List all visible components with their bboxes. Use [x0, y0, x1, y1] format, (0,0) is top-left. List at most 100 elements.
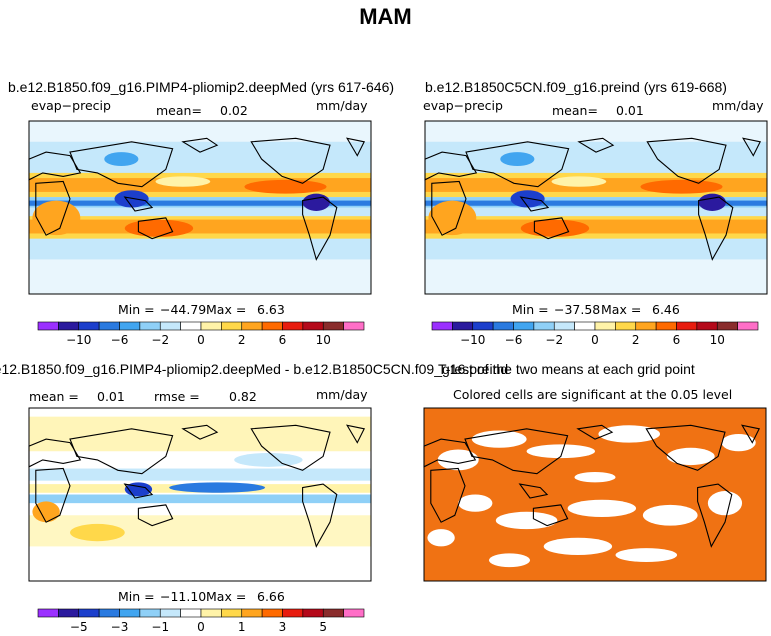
field-cell: [234, 452, 303, 467]
colorbar-swatch: [159, 321, 181, 331]
field-band: [29, 416, 371, 452]
field-cell: [510, 190, 545, 208]
field-band: [29, 200, 371, 206]
panel2-min-value: −37.58: [554, 302, 601, 317]
panel2-title: b.e12.B1850C5CN.f09_g16.preind (yrs 619-…: [425, 79, 727, 95]
colorbar-swatch: [492, 321, 514, 331]
coastline: [741, 137, 762, 157]
panel3-colorbar: [37, 608, 365, 618]
coastline: [181, 137, 219, 153]
coastline: [577, 137, 615, 153]
field-band: [425, 121, 767, 142]
colorbar-swatch: [200, 321, 222, 331]
nonsignificant-cell: [721, 433, 756, 452]
panel3-mean-label: mean =: [29, 389, 79, 404]
panel3-min-label: Min =: [118, 589, 155, 604]
panel3-units: mm/day: [316, 387, 368, 402]
field-band: [29, 494, 371, 504]
panel2-colorbar: [431, 321, 759, 331]
colorbar-tick-label: 2: [631, 333, 640, 347]
coastline: [533, 217, 570, 240]
colorbar-swatch: [282, 608, 304, 618]
coastline: [646, 137, 727, 184]
coastline: [137, 504, 174, 527]
field-cell: [698, 193, 726, 211]
colorbar-swatch: [37, 321, 59, 331]
panel4-title: T-test of the two means at each grid poi…: [438, 361, 695, 377]
panel1-max-label: Max =: [206, 302, 247, 317]
coastline: [740, 424, 761, 444]
colorbar-swatch: [58, 321, 80, 331]
colorbar-tick-label: −2: [545, 333, 564, 347]
nonsignificant-cell: [615, 548, 678, 562]
panel2-map: [424, 120, 768, 295]
nonsignificant-cell: [598, 425, 660, 443]
field-cell: [169, 482, 265, 493]
panel1-units: mm/day: [316, 98, 368, 113]
coastline: [302, 196, 338, 261]
coastline: [69, 141, 174, 188]
colorbar-swatch: [139, 608, 161, 618]
panel4-map: [423, 407, 767, 582]
coastline: [430, 467, 466, 523]
colorbar-tick-label: −6: [504, 333, 523, 347]
colorbar-swatch: [261, 608, 283, 618]
colorbar-swatch: [737, 321, 759, 331]
field-cell: [302, 193, 330, 211]
coastline: [465, 141, 570, 188]
coastline: [518, 483, 549, 499]
coastline: [645, 424, 726, 471]
coastline: [424, 151, 478, 181]
colorbar-swatch: [431, 321, 453, 331]
panel1-min-value: −44.79: [160, 302, 207, 317]
panel2-units: mm/day: [712, 98, 764, 113]
field-cell: [428, 200, 477, 236]
colorbar-tick-label: 2: [237, 333, 246, 347]
colorbar-swatch: [716, 321, 738, 331]
colorbar-swatch: [180, 608, 202, 618]
colorbar-swatch: [241, 608, 263, 618]
colorbar-swatch: [139, 321, 161, 331]
coastline: [431, 180, 467, 236]
colorbar-swatch: [78, 608, 100, 618]
colorbar-swatch: [676, 321, 698, 331]
coastline: [123, 196, 154, 212]
nonsignificant-cell: [471, 430, 527, 448]
panel3-mean-value: 0.01: [97, 389, 125, 404]
colorbar-tick-label: 3: [278, 620, 287, 634]
field-cell: [114, 190, 149, 208]
colorbar-swatch: [696, 321, 718, 331]
field-band: [425, 259, 767, 294]
field-cell: [640, 179, 723, 194]
field-cell: [70, 523, 125, 542]
panel1-min-label: Min =: [118, 302, 155, 317]
nonsignificant-cell: [666, 447, 715, 466]
panel3-map: [28, 407, 372, 582]
colorbar-tick-label: 0: [197, 620, 205, 634]
panel3-rmse-label: rmse =: [154, 389, 200, 404]
colorbar-tick-label: −1: [151, 620, 170, 634]
colorbar-swatch: [452, 321, 474, 331]
colorbar-swatch: [655, 321, 677, 331]
field-band: [29, 468, 371, 481]
colorbar-swatch: [302, 608, 324, 618]
panel1-variable-label: evap−precip: [31, 98, 111, 113]
colorbar-tick-label: −5: [69, 620, 88, 634]
coastline: [181, 424, 219, 440]
coastline: [302, 483, 338, 548]
panel1-max-value: 6.63: [257, 302, 285, 317]
panel4-subtitle: Colored cells are significant at the 0.0…: [453, 387, 733, 402]
colorbar-swatch: [119, 608, 141, 618]
colorbar-tick-label: −10: [460, 333, 486, 347]
coastline: [28, 438, 82, 468]
panel3-title: b.e12.B1850.f09_g16.PIMP4-pliomip2.deepM…: [0, 361, 509, 377]
colorbar-swatch: [322, 321, 344, 331]
nonsignificant-cell: [488, 553, 531, 568]
colorbar-swatch: [302, 321, 324, 331]
panel2-mean-value: 0.01: [616, 103, 644, 118]
coastline: [250, 424, 331, 471]
colorbar-swatch: [635, 321, 657, 331]
colorbar-swatch: [594, 321, 616, 331]
panel3-min-value: −11.10: [160, 589, 207, 604]
panel1-title: b.e12.B1850.f09_g16.PIMP4-pliomip2.deepM…: [8, 79, 395, 95]
